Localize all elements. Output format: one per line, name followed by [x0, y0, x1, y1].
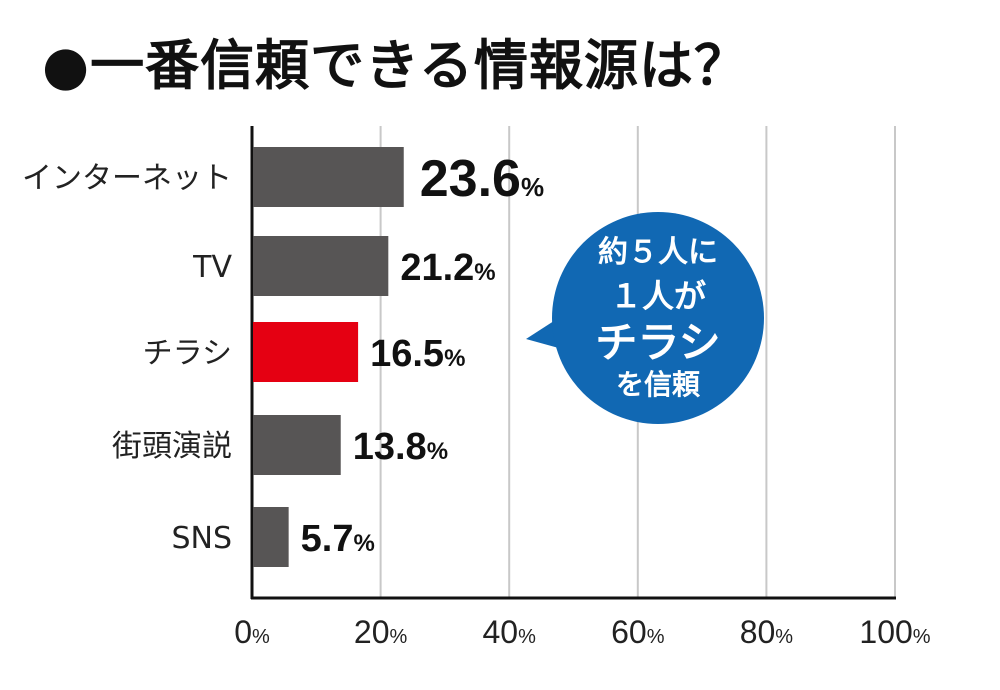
value-label-4: 5.7%: [301, 518, 375, 560]
value-label-0: 23.6%: [420, 150, 544, 208]
x-tick-label-0: 0%: [234, 614, 270, 650]
chart-title: ●一番信頼できる情報源は？: [42, 34, 750, 97]
category-label-2: チラシ: [143, 336, 232, 371]
bar-2: [253, 322, 359, 382]
bubble-line-4: を信頼: [616, 368, 701, 401]
bar-0: [253, 147, 404, 207]
bar-1: [253, 236, 389, 296]
category-label-3: 街頭演説: [112, 429, 232, 464]
category-label-4: SNS: [171, 521, 232, 556]
bar-4: [253, 507, 289, 567]
bubble-line-1: 約５人に: [598, 235, 718, 270]
value-label-1: 21.2%: [400, 247, 495, 289]
category-label-1: TV: [192, 250, 232, 285]
category-label-0: インターネット: [22, 161, 232, 196]
speech-bubble: [552, 212, 764, 424]
bubble-line-3: チラシ: [595, 318, 720, 367]
value-label-3: 13.8%: [353, 426, 448, 468]
bar-3: [253, 415, 341, 475]
value-label-2: 16.5%: [370, 333, 465, 375]
x-tick-label-60: 60%: [611, 614, 665, 650]
bubble-line-2: １人が: [610, 277, 706, 315]
x-tick-label-20: 20%: [354, 614, 408, 650]
x-tick-label-100: 100%: [859, 614, 930, 650]
x-tick-label-80: 80%: [740, 614, 794, 650]
x-tick-label-40: 40%: [483, 614, 537, 650]
